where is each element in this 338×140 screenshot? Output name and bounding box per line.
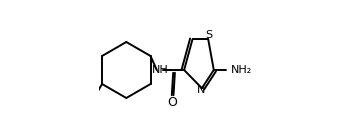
- Text: NH₂: NH₂: [231, 65, 252, 75]
- Text: S: S: [206, 30, 213, 40]
- Text: O: O: [168, 96, 177, 109]
- Text: N: N: [197, 85, 206, 95]
- Text: NH: NH: [151, 65, 168, 75]
